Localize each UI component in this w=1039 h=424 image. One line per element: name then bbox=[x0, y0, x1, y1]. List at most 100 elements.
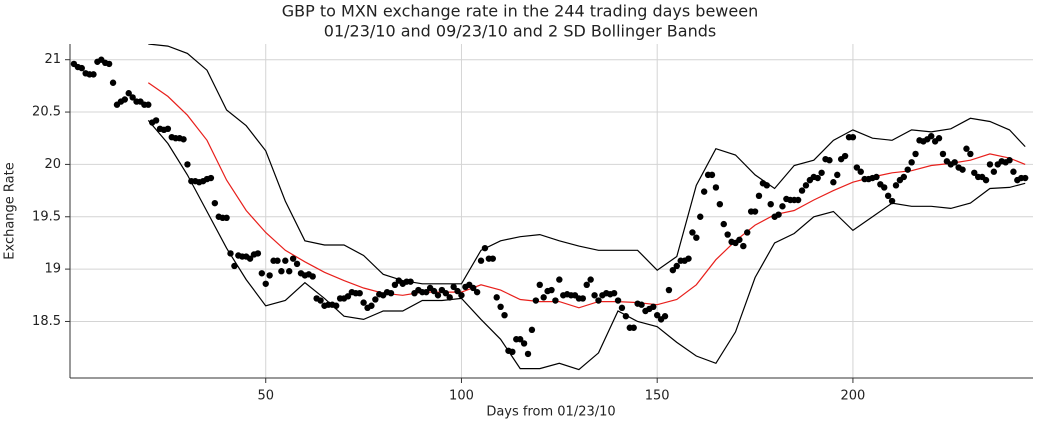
x-tick-label: 100 bbox=[449, 389, 474, 404]
point bbox=[254, 250, 262, 257]
point bbox=[164, 125, 172, 133]
point bbox=[971, 169, 978, 176]
point bbox=[779, 203, 786, 210]
point bbox=[434, 292, 442, 299]
point bbox=[446, 294, 453, 301]
point bbox=[857, 168, 864, 175]
point bbox=[489, 255, 496, 262]
point bbox=[908, 159, 915, 166]
point bbox=[818, 169, 825, 176]
point bbox=[900, 173, 908, 181]
point bbox=[360, 299, 367, 306]
point bbox=[524, 350, 532, 358]
y-tick-label: 20.5 bbox=[32, 105, 61, 120]
point bbox=[967, 150, 974, 158]
point bbox=[152, 117, 160, 124]
point bbox=[653, 311, 661, 319]
point bbox=[853, 164, 861, 171]
point bbox=[591, 292, 598, 299]
point bbox=[1021, 174, 1029, 182]
point bbox=[258, 270, 266, 277]
point bbox=[109, 79, 117, 86]
point bbox=[430, 287, 438, 295]
point bbox=[935, 135, 943, 142]
point bbox=[532, 297, 540, 304]
point bbox=[423, 288, 430, 296]
point bbox=[356, 289, 363, 297]
x-tick-label: 150 bbox=[645, 389, 670, 404]
point bbox=[802, 182, 810, 189]
point bbox=[650, 303, 657, 311]
point bbox=[223, 214, 230, 222]
chart-title: 01/23/10 and 09/23/10 and 2 SD Bollinger… bbox=[324, 22, 716, 41]
point bbox=[470, 284, 477, 292]
point bbox=[693, 234, 700, 241]
point bbox=[740, 242, 747, 250]
point bbox=[442, 289, 450, 297]
point bbox=[881, 184, 888, 191]
point bbox=[638, 301, 645, 308]
point bbox=[528, 326, 536, 334]
point bbox=[665, 286, 673, 294]
point bbox=[407, 278, 414, 285]
point bbox=[755, 192, 763, 200]
point bbox=[798, 187, 806, 194]
point bbox=[951, 159, 958, 166]
point bbox=[841, 152, 849, 160]
point bbox=[501, 311, 508, 319]
point bbox=[90, 71, 97, 78]
point bbox=[227, 250, 234, 257]
point bbox=[293, 260, 301, 268]
point bbox=[184, 161, 191, 168]
point bbox=[246, 255, 254, 262]
point bbox=[1010, 168, 1017, 175]
point bbox=[595, 297, 602, 304]
point bbox=[125, 90, 132, 97]
y-axis-label: Exchange Rate bbox=[3, 162, 18, 259]
point bbox=[372, 296, 379, 303]
point bbox=[289, 255, 297, 262]
point bbox=[830, 179, 837, 186]
point bbox=[982, 176, 990, 184]
point bbox=[892, 182, 900, 189]
point bbox=[689, 229, 696, 236]
point bbox=[458, 292, 465, 299]
point bbox=[736, 236, 743, 243]
point bbox=[180, 136, 187, 143]
point bbox=[282, 257, 289, 264]
point bbox=[763, 182, 771, 189]
point bbox=[928, 132, 935, 140]
x-axis-label: Days from 01/23/10 bbox=[486, 405, 615, 420]
point bbox=[700, 188, 708, 195]
point bbox=[509, 348, 516, 356]
point bbox=[540, 294, 547, 301]
point bbox=[477, 257, 485, 264]
point bbox=[904, 166, 911, 173]
point bbox=[583, 281, 590, 289]
point bbox=[516, 336, 524, 343]
y-tick-label: 19.5 bbox=[32, 209, 61, 224]
x-tick-label: 50 bbox=[257, 389, 274, 404]
point bbox=[775, 211, 782, 218]
point bbox=[552, 297, 559, 304]
point bbox=[794, 196, 802, 204]
point bbox=[317, 297, 324, 304]
point bbox=[78, 64, 85, 72]
y-tick-label: 19 bbox=[44, 262, 61, 277]
point bbox=[712, 184, 720, 191]
point bbox=[939, 150, 947, 158]
point bbox=[673, 262, 680, 270]
point bbox=[556, 276, 563, 283]
point bbox=[309, 273, 316, 280]
point bbox=[873, 173, 880, 181]
point bbox=[716, 200, 724, 208]
point bbox=[708, 171, 716, 179]
point bbox=[493, 294, 500, 301]
point bbox=[685, 255, 692, 262]
point bbox=[520, 340, 528, 347]
point bbox=[912, 150, 919, 158]
point bbox=[610, 289, 618, 297]
point bbox=[986, 161, 994, 168]
point bbox=[669, 266, 677, 274]
